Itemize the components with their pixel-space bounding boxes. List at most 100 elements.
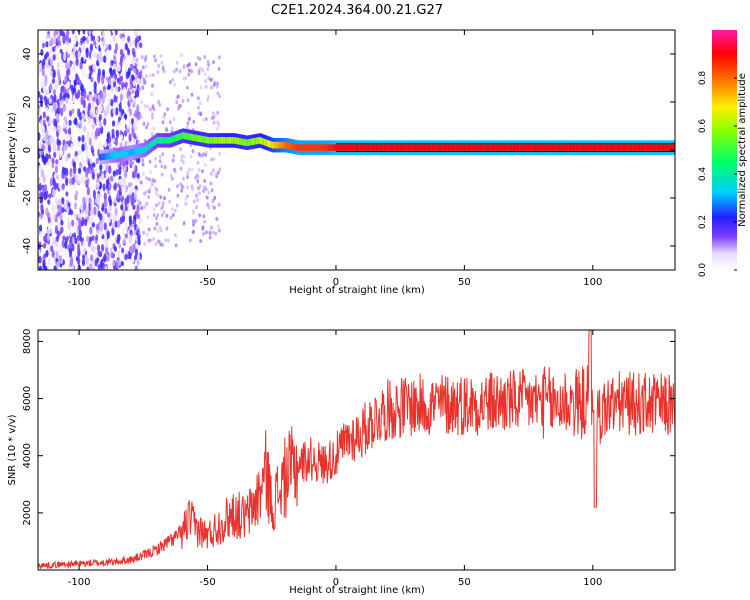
noise-blob xyxy=(179,181,183,186)
ridge-core xyxy=(289,142,293,150)
noise-blob xyxy=(147,194,151,199)
noise-blob xyxy=(78,229,82,238)
noise-blob xyxy=(210,157,214,162)
noise-blob xyxy=(174,243,178,248)
noise-blob xyxy=(113,246,117,252)
noise-blob xyxy=(90,254,94,262)
ridge-core xyxy=(281,141,285,149)
noise-blob xyxy=(171,176,174,181)
noise-blob xyxy=(77,108,81,118)
ridge-core xyxy=(331,144,334,151)
ridge-core xyxy=(443,144,447,151)
noise-blob xyxy=(53,207,58,216)
noise-blob xyxy=(144,58,147,62)
noise-blob xyxy=(97,264,101,270)
noise-blob xyxy=(103,192,107,202)
noise-blob xyxy=(135,49,139,58)
noise-blob xyxy=(136,41,140,50)
noise-blob xyxy=(63,52,67,62)
noise-blob xyxy=(136,213,141,220)
noise-blob xyxy=(187,68,191,73)
ridge-core xyxy=(471,144,474,151)
noise-blob xyxy=(192,220,196,225)
noise-blob xyxy=(150,92,154,97)
noise-blob xyxy=(156,70,160,75)
noise-blob xyxy=(139,42,143,48)
noise-blob xyxy=(81,143,85,152)
noise-blob xyxy=(64,249,68,258)
noise-blob xyxy=(112,54,117,61)
ridge-core xyxy=(260,137,264,145)
ridge-core xyxy=(515,144,519,151)
noise-blob xyxy=(90,84,94,93)
noise-blob xyxy=(104,265,108,270)
ridge-core xyxy=(455,144,459,151)
noise-blob xyxy=(108,31,112,41)
noise-blob xyxy=(124,49,128,56)
ridge-core xyxy=(666,144,670,151)
ridge-core xyxy=(222,137,225,144)
noise-blob xyxy=(49,82,53,91)
noise-blob xyxy=(204,152,207,157)
noise-blob xyxy=(48,136,52,144)
noise-blob xyxy=(114,208,118,216)
ridge-core xyxy=(268,140,272,148)
noise-blob xyxy=(153,186,157,191)
ridge-core xyxy=(353,144,356,151)
noise-blob xyxy=(114,137,119,147)
ridge-core xyxy=(508,144,512,151)
ridge-core xyxy=(263,138,267,146)
ridge-core xyxy=(663,144,666,151)
ridge-core xyxy=(652,144,656,151)
noise-blob xyxy=(61,183,65,189)
noise-blob xyxy=(161,243,165,247)
noise-blob xyxy=(217,123,221,128)
noise-blob xyxy=(107,216,111,224)
noise-blob xyxy=(60,99,64,105)
noise-blob xyxy=(186,171,190,176)
ridge-core xyxy=(186,133,190,140)
noise-blob xyxy=(110,91,114,99)
noise-blob xyxy=(156,239,160,244)
noise-blob xyxy=(42,174,46,183)
noise-blob xyxy=(130,244,134,252)
noise-blob xyxy=(165,226,169,231)
noise-blob xyxy=(139,80,142,84)
ridge-core xyxy=(419,144,423,151)
ridge-core xyxy=(466,144,469,151)
ridge-core xyxy=(124,150,127,157)
noise-blob xyxy=(81,70,85,78)
noise-blob xyxy=(203,72,207,77)
noise-blob xyxy=(71,236,75,244)
noise-blob xyxy=(87,102,92,111)
noise-blob xyxy=(124,197,128,207)
snr-y-label: SNR (10 * v/v) xyxy=(7,414,18,485)
noise-blob xyxy=(106,132,110,140)
ridge-core xyxy=(553,144,557,151)
noise-blob xyxy=(133,69,137,74)
noise-blob xyxy=(59,30,63,37)
noise-blob xyxy=(55,159,59,165)
noise-blob xyxy=(68,110,72,117)
noise-blob xyxy=(64,75,68,85)
noise-blob xyxy=(66,205,70,215)
noise-blob xyxy=(105,30,109,34)
noise-blob xyxy=(49,177,53,187)
noise-blob xyxy=(176,193,180,198)
ridge-core xyxy=(671,144,675,151)
noise-blob xyxy=(108,44,112,51)
y-tick-label: 4000 xyxy=(22,443,33,468)
ridge-core xyxy=(382,144,385,151)
ridge-core xyxy=(143,146,146,154)
noise-blob xyxy=(145,64,148,69)
ridge-core xyxy=(247,139,251,146)
ridge-core xyxy=(188,133,191,141)
noise-blob xyxy=(178,104,181,108)
noise-blob xyxy=(197,105,200,110)
ridge-core xyxy=(128,149,132,156)
noise-blob xyxy=(85,150,89,159)
noise-blob xyxy=(129,65,133,69)
noise-blob xyxy=(124,42,128,51)
noise-blob xyxy=(101,243,105,252)
